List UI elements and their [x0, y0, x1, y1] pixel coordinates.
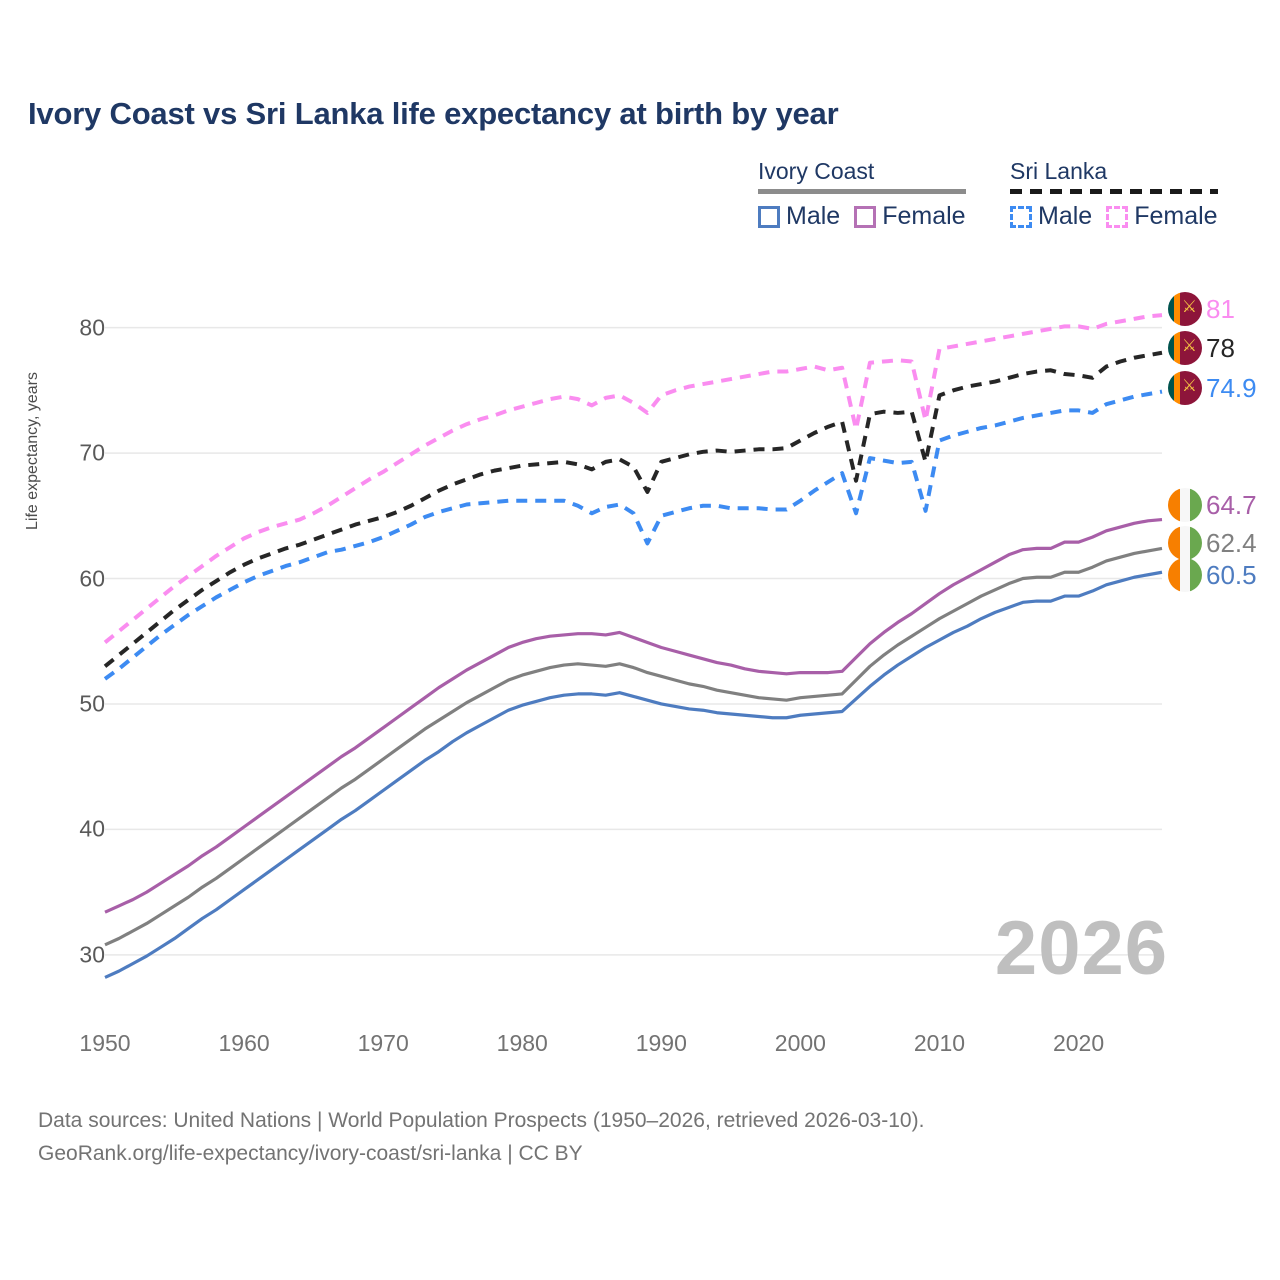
ivory-coast-flag-icon — [1168, 526, 1202, 560]
series-line — [104, 517, 1163, 914]
y-axis-tick-label: 70 — [79, 439, 105, 466]
legend-item-ivory-coast-female[interactable]: Female — [854, 202, 966, 231]
x-axis-tick-label: 2000 — [774, 1030, 826, 1056]
x-axis-tick-label: 2010 — [913, 1030, 966, 1056]
legend-swatch-icon — [854, 205, 877, 228]
y-axis-tick-label: 30 — [79, 941, 105, 968]
y-axis-tick-label: 50 — [79, 690, 105, 717]
series-line — [104, 570, 1163, 979]
series-end-value: 74.9 — [1206, 372, 1257, 403]
legend-item-ivory-coast-male[interactable]: Male — [758, 202, 840, 231]
series-line — [103, 389, 1163, 681]
series-end-value: 60.5 — [1206, 559, 1257, 590]
series-end-value: 62.4 — [1206, 527, 1257, 558]
series-end-label: 64.7 — [1168, 488, 1257, 522]
ivory-coast-flag-icon — [1168, 558, 1202, 592]
year-watermark: 2026 — [994, 906, 1168, 991]
y-axis-tick-label: 60 — [79, 565, 105, 591]
page-title: Ivory Coast vs Sri Lanka life expectancy… — [28, 96, 839, 131]
sri-lanka-flag-icon: ⚔ — [1168, 292, 1202, 326]
x-axis-tick-label: 1960 — [218, 1030, 270, 1056]
series-end-value: 64.7 — [1206, 489, 1257, 520]
legend-group-title: Sri Lanka — [1010, 158, 1108, 184]
chart-legend: Ivory Coast Male Female Sri Lanka Male — [746, 158, 1256, 242]
legend-item-label: Male — [1038, 202, 1093, 230]
series-line — [103, 313, 1163, 645]
legend-item-sri-lanka-male[interactable]: Male — [1010, 202, 1092, 231]
footer-line-sources: Data sources: United Nations | World Pop… — [38, 1109, 925, 1132]
y-axis-tick-label: 40 — [79, 815, 105, 842]
series-end-label: ⚔ 78 — [1168, 331, 1235, 365]
legend-group-sri-lanka: Sri Lanka Male Female — [1010, 158, 1218, 231]
legend-item-label: Female — [1134, 202, 1218, 230]
series-end-label: 60.5 — [1168, 558, 1257, 592]
legend-rule-dashed — [1010, 189, 1218, 194]
legend-item-label: Female — [882, 202, 966, 230]
ivory-coast-flag-icon — [1168, 488, 1202, 522]
series-line — [104, 546, 1163, 947]
series-end-label: ⚔ 74.9 — [1168, 371, 1257, 405]
series-end-value: 78 — [1206, 332, 1235, 363]
series-line — [103, 350, 1163, 668]
footer-credits: Data sources: United Nations | World Pop… — [38, 1105, 924, 1170]
footer-line-url[interactable]: GeoRank.org/life-expectancy/ivory-coast/… — [38, 1141, 583, 1165]
sri-lanka-flag-icon: ⚔ — [1168, 371, 1202, 405]
x-axis-tick-label: 1980 — [496, 1030, 548, 1056]
series-end-label: 62.4 — [1168, 526, 1257, 560]
legend-item-sri-lanka-female[interactable]: Female — [1106, 202, 1218, 231]
x-axis-tick-label: 1970 — [357, 1030, 409, 1056]
legend-item-label: Male — [786, 202, 841, 230]
legend-swatch-icon — [1106, 205, 1129, 228]
x-axis-tick-label: 1950 — [79, 1030, 131, 1056]
x-axis-tick-label: 1990 — [635, 1030, 687, 1056]
series-end-label: ⚔ 81 — [1168, 292, 1235, 326]
legend-rule-solid — [758, 189, 966, 194]
sri-lanka-flag-icon: ⚔ — [1168, 331, 1202, 365]
y-axis-label: Life expectancy, years — [24, 371, 41, 530]
legend-swatch-icon — [758, 205, 780, 228]
legend-group-ivory-coast: Ivory Coast Male Female — [758, 158, 966, 231]
legend-group-title: Ivory Coast — [758, 158, 875, 184]
legend-swatch-icon — [1010, 205, 1032, 228]
series-end-value: 81 — [1206, 293, 1235, 324]
x-axis-tick-label: 2020 — [1052, 1030, 1105, 1056]
y-axis-tick-label: 80 — [79, 314, 105, 341]
